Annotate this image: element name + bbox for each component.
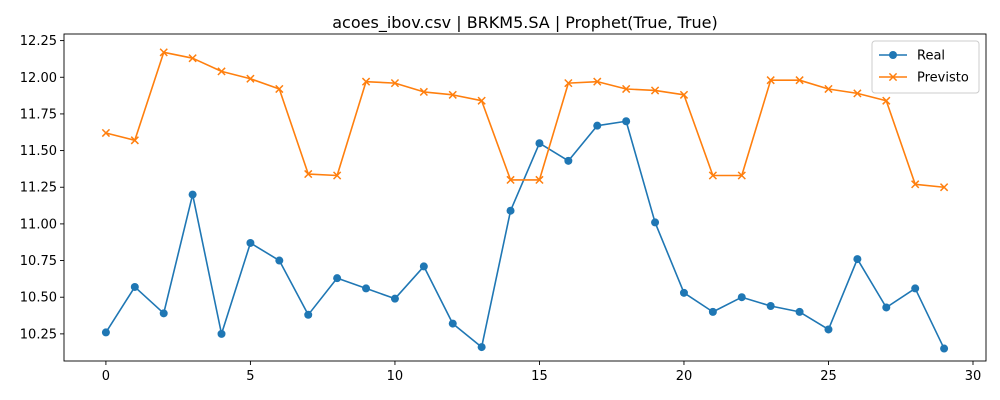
data-point-real — [419, 262, 428, 271]
data-point-real — [506, 206, 515, 215]
data-point-real — [217, 329, 226, 338]
data-point-previsto — [824, 84, 833, 94]
legend-marker-real — [889, 51, 897, 59]
data-point-previsto — [882, 96, 891, 105]
data-point-previsto — [275, 84, 284, 94]
data-point-previsto — [333, 171, 342, 180]
data-point-previsto — [737, 171, 746, 180]
data-point-real — [911, 284, 920, 293]
plot-frame — [63, 33, 987, 362]
y-tick-label: 11.25 — [20, 181, 57, 196]
legend: Real Previsto — [871, 40, 980, 94]
data-point-previsto — [246, 74, 255, 83]
data-point-previsto — [766, 76, 775, 85]
data-point-real — [362, 284, 371, 293]
data-point-real — [101, 328, 110, 337]
data-point-previsto — [853, 89, 862, 98]
data-point-real — [564, 156, 573, 165]
legend-box — [871, 40, 980, 94]
data-point-real — [737, 293, 746, 302]
data-point-real — [679, 288, 688, 297]
y-tick-label: 11.50 — [20, 144, 57, 159]
data-point-previsto — [564, 78, 573, 88]
data-point-real — [390, 294, 399, 303]
data-point-previsto — [419, 87, 428, 97]
data-point-previsto — [622, 84, 631, 94]
data-point-previsto — [130, 136, 139, 145]
y-tick-label: 11.75 — [20, 107, 57, 122]
x-tick-label: 0 — [102, 369, 110, 384]
data-point-previsto — [650, 86, 660, 95]
data-point-real — [535, 139, 544, 148]
data-point-previsto — [390, 78, 400, 88]
y-tick-label: 10.75 — [20, 254, 57, 269]
data-point-previsto — [361, 77, 371, 86]
data-point-real — [882, 303, 891, 312]
data-point-real — [130, 282, 139, 291]
x-tick-label: 20 — [676, 369, 693, 384]
data-point-real — [622, 117, 631, 126]
y-tick-label: 12.25 — [20, 34, 57, 49]
data-point-real — [940, 344, 949, 353]
legend-label-previsto: Previsto — [917, 71, 969, 86]
y-tick-label: 10.50 — [20, 291, 57, 306]
data-point-previsto — [535, 175, 544, 185]
x-tick-label: 15 — [531, 369, 548, 384]
data-point-previsto — [448, 90, 457, 99]
data-point-real — [477, 343, 486, 352]
data-point-real — [159, 309, 168, 318]
data-point-real — [275, 256, 284, 265]
x-tick-label: 5 — [246, 369, 254, 384]
y-tick-label: 11.00 — [20, 217, 57, 232]
data-point-previsto — [304, 169, 313, 179]
legend-label-real: Real — [917, 49, 945, 64]
data-point-previsto — [708, 171, 717, 180]
data-point-real — [651, 218, 660, 227]
data-point-real — [766, 302, 775, 311]
data-point-real — [333, 274, 342, 283]
legend-marker-previsto — [888, 72, 898, 82]
data-point-previsto — [939, 183, 949, 192]
data-point-previsto — [217, 67, 226, 76]
data-point-real — [795, 307, 804, 316]
data-point-real — [448, 319, 457, 328]
axes: 0 5 10 15 20 25 30 10.25 10.50 10.75 11.00 11.25 11.… — [20, 33, 987, 384]
data-point-real — [853, 255, 862, 264]
y-tick-label: 12.00 — [20, 71, 57, 86]
data-point-real — [593, 121, 602, 130]
data-point-previsto — [159, 48, 168, 57]
x-tick-label: 30 — [965, 369, 982, 384]
data-point-previsto — [911, 180, 920, 189]
data-point-real — [708, 307, 717, 316]
x-tick-label: 25 — [820, 369, 837, 384]
data-point-previsto — [506, 175, 515, 185]
data-point-previsto — [188, 54, 197, 63]
data-point-previsto — [477, 96, 486, 105]
series-line-real — [105, 120, 945, 349]
data-point-real — [188, 190, 197, 199]
series-line-previsto — [105, 51, 945, 189]
data-point-real — [824, 325, 833, 334]
data-point-previsto — [679, 90, 689, 99]
chart-title: acoes_ibov.csv | BRKM5.SA | Prophet(True… — [332, 13, 717, 33]
data-point-real — [304, 310, 313, 319]
data-point-real — [246, 238, 255, 247]
y-tick-label: 10.25 — [20, 327, 57, 342]
x-tick-label: 10 — [387, 369, 404, 384]
data-point-previsto — [101, 128, 111, 138]
data-point-previsto — [593, 77, 602, 86]
series-layer — [101, 48, 949, 353]
data-point-previsto — [795, 76, 804, 85]
